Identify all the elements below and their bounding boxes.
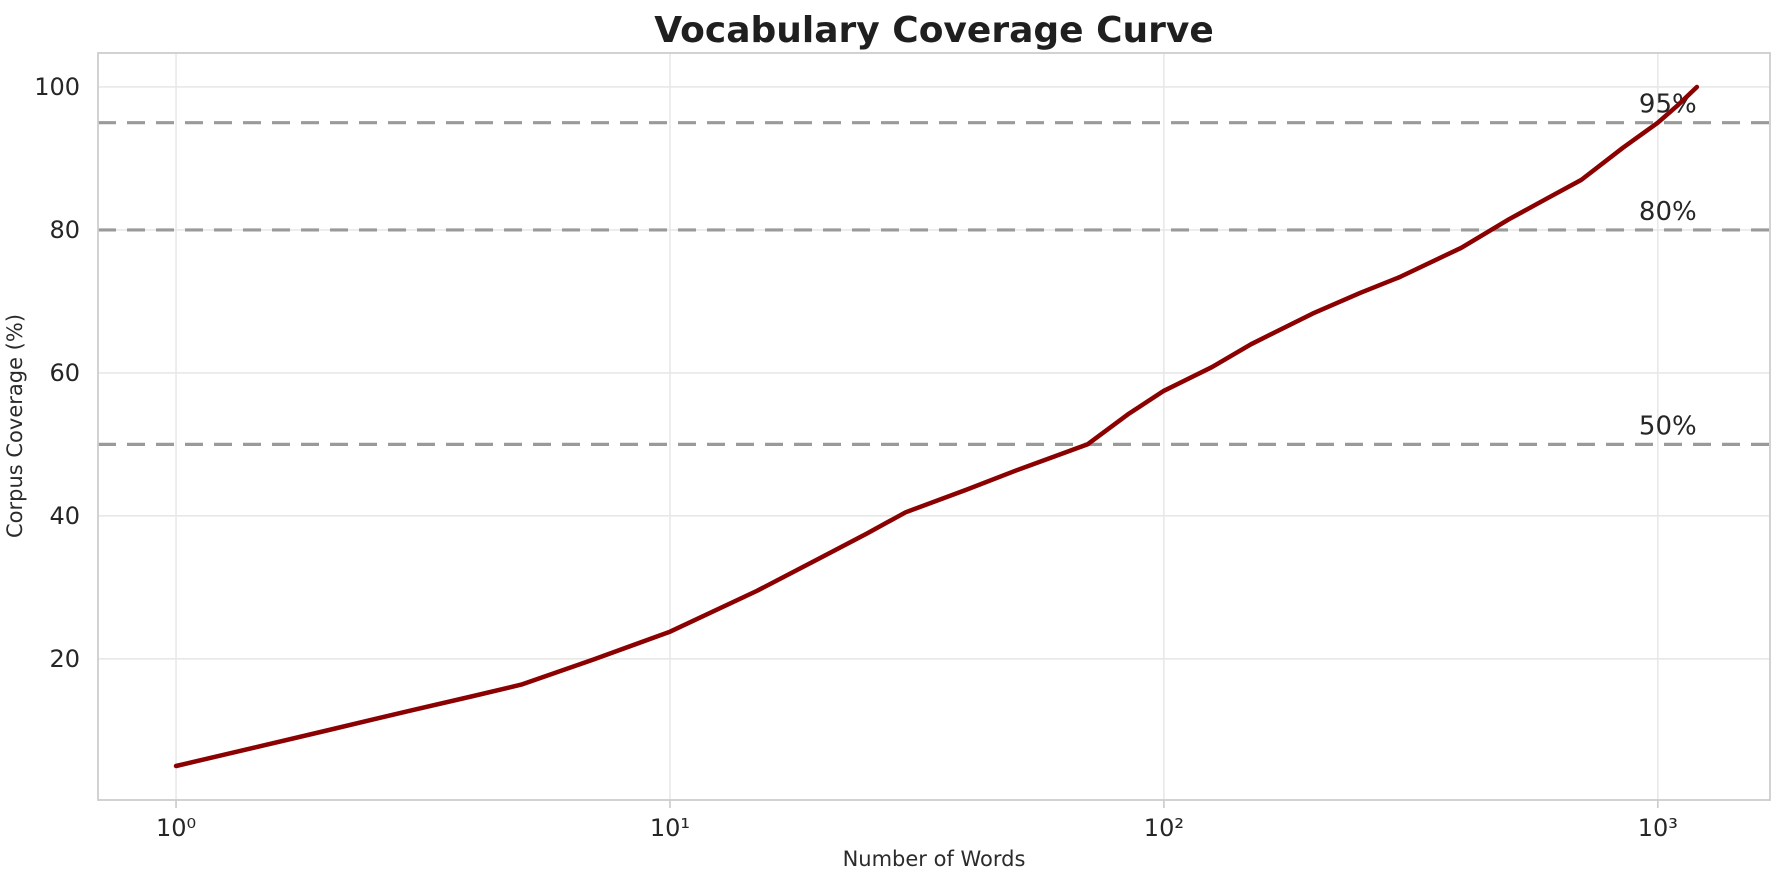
x-axis-label: Number of Words [843,847,1026,871]
y-axis-label: Corpus Coverage (%) [3,314,27,538]
tick-labels-layer: 20 40 60 80 100 10⁰ 10¹ 10² 10³ [34,73,1678,842]
x-tick-label: 10¹ [650,814,690,842]
y-tick-label: 100 [34,73,80,101]
x-tick-label: 10⁰ [156,814,196,842]
plot-area [98,53,1770,800]
y-tick-label: 60 [49,359,80,387]
curve-layer [173,84,1700,769]
y-tick-label: 20 [49,645,80,673]
y-tick-label: 80 [49,216,80,244]
coverage-curve [173,84,1700,769]
y-tick-label: 40 [49,502,80,530]
reference-label-80: 80% [1639,197,1697,227]
reference-label-50: 50% [1639,411,1697,441]
plot-border [97,52,1771,801]
x-tick-label: 10³ [1638,814,1678,842]
chart-title: Vocabulary Coverage Curve [654,10,1214,51]
x-tick-label: 10² [1144,814,1184,842]
